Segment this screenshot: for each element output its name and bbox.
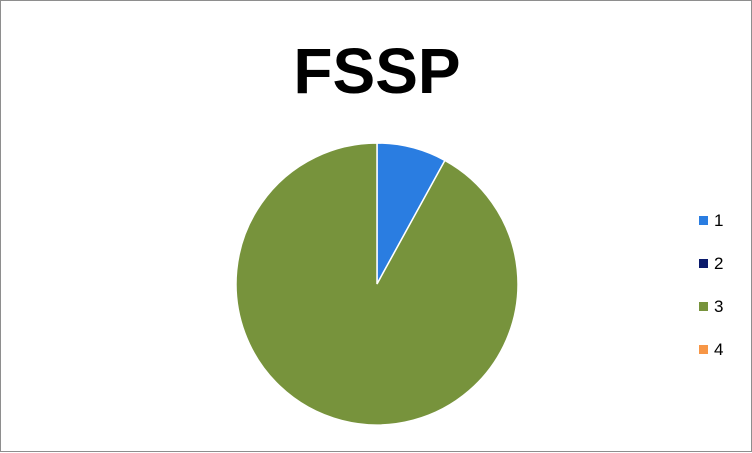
legend: 1 2 3 4 [699,211,723,359]
legend-label-4: 4 [714,340,723,359]
legend-swatch-2 [699,259,708,268]
pie-slices [235,142,519,426]
legend-swatch-1 [699,216,708,225]
legend-swatch-3 [699,302,708,311]
chart-title: FSSP [293,35,461,107]
legend-swatch-4 [699,345,708,354]
legend-label-2: 2 [714,254,723,273]
pie-slice-3 [235,142,519,426]
legend-label-3: 3 [714,297,723,316]
legend-label-1: 1 [714,211,723,230]
